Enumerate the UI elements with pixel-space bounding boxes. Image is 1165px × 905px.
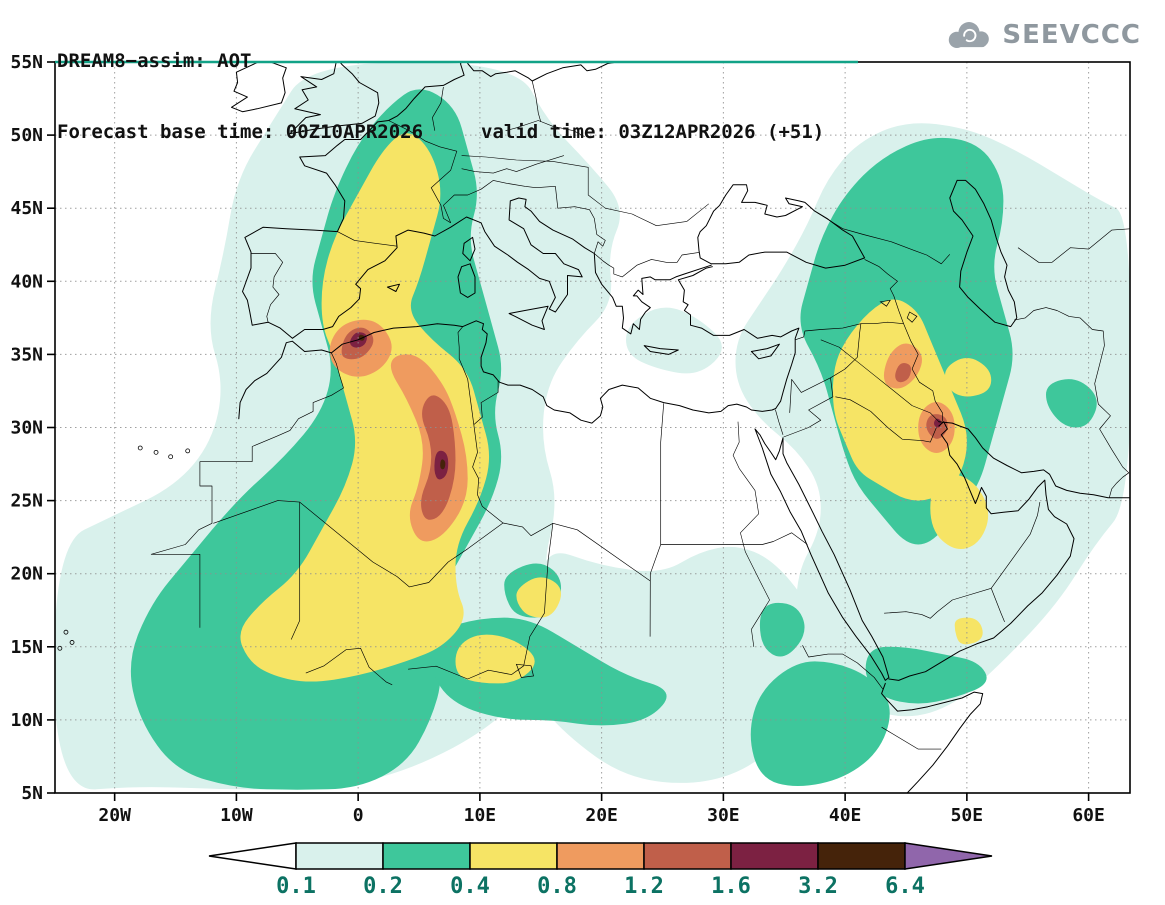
colorbar-segment [730, 842, 819, 870]
lon-tick-label: 30E [707, 805, 740, 826]
lakes-layer [515, 299, 918, 678]
aot-region-yemen-yellow-spot [954, 617, 983, 645]
lat-tick-label: 40N [10, 271, 43, 292]
lon-tick-label: 50E [951, 805, 984, 826]
colorbar-tick-label: 1.6 [711, 874, 751, 899]
lat-tick-label: 55N [10, 52, 43, 73]
aot-region-iraq-brick-spot [895, 362, 912, 383]
lon-tick-label: 60E [1072, 805, 1105, 826]
colorbar-right-arrow [904, 842, 993, 870]
aot-region-central-dark-core [440, 459, 446, 470]
logo-text: SEEVCCC [1002, 20, 1141, 50]
colorbar-tick-label: 1.2 [624, 874, 664, 899]
aot-region-plume-yellow-main [240, 133, 490, 682]
colorbar-tick-label: 0.8 [537, 874, 577, 899]
lat-tick-label: 10N [10, 710, 43, 731]
lat-tick-label: 25N [10, 491, 43, 512]
graticule-layer [55, 62, 1130, 793]
lon-tick-label: 40E [829, 805, 862, 826]
aot-region-sudan-east-spot [759, 602, 805, 657]
colorbar-segment [382, 842, 471, 870]
lon-tick-label: 20W [98, 805, 131, 826]
lat-tick-label: 5N [21, 783, 43, 804]
colorbar-segment [469, 842, 558, 870]
aot-region-ethiopia-band [750, 661, 890, 787]
plot-title: DREAM8−assim: AOT [57, 50, 252, 72]
axis-labels: 55N 50N 45N 40N 35N 30N 25N 20N 15N 10N 5N 20W 10W 0 1… [10, 52, 1104, 826]
lat-tick-label: 35N [10, 344, 43, 365]
aot-region-yemen-aden [865, 646, 987, 704]
aot-region-gulf-yellow [930, 475, 989, 550]
aot-region-tibesti-yellow [516, 577, 562, 618]
lat-tick-label: 45N [10, 198, 43, 219]
plot-subtitle: Forecast base time: 00Z10APR2026 valid ti… [57, 121, 824, 143]
aot-region-mideast-yellow-hook [944, 358, 992, 397]
rivers-layer [461, 155, 940, 647]
colorbar-tick-label: 6.4 [885, 874, 925, 899]
colorbar: 0.1 0.2 0.4 0.8 1.2 1.6 3.2 6.4 [208, 842, 993, 899]
lat-tick-label: 30N [10, 418, 43, 439]
colorbar-segment [643, 842, 732, 870]
lon-tick-label: 10E [464, 805, 497, 826]
small-islands-layer [57, 445, 191, 651]
base-time-label: Forecast base time: 00Z10APR2026 [57, 121, 424, 143]
lon-tick-label: 20E [585, 805, 618, 826]
colorbar-segment [295, 842, 384, 870]
lat-tick-label: 15N [10, 637, 43, 658]
map-inner [55, 62, 1130, 793]
lon-tick-label: 0 [353, 805, 364, 826]
aot-region-aegean-levant [626, 307, 722, 374]
lat-tick-label: 20N [10, 564, 43, 585]
colorbar-tick-label: 0.4 [450, 874, 490, 899]
cloud-icon [949, 22, 990, 48]
valid-time-label: valid time: 03Z12APR2026 (+51) [481, 121, 825, 143]
lat-tick-label: 50N [10, 125, 43, 146]
colorbar-segment [817, 842, 906, 870]
colorbar-left-arrow [208, 842, 297, 870]
colorbar-segment [556, 842, 645, 870]
colorbar-tick-label: 3.2 [798, 874, 838, 899]
aot-region-se-iran-spot [1046, 379, 1097, 428]
seevccc-logo: SEEVCCC [943, 18, 1141, 52]
contour-fill-layer [55, 62, 1130, 790]
coastlines-layer [231, 62, 1130, 793]
plot-header: DREAM8−assim: AOT Forecast base time: 00… [57, 6, 824, 187]
colorbar-tick-label: 0.2 [363, 874, 403, 899]
lon-tick-label: 10W [220, 805, 253, 826]
country-borders-layer [150, 80, 1130, 750]
colorbar-tick-label: 0.1 [276, 874, 316, 899]
